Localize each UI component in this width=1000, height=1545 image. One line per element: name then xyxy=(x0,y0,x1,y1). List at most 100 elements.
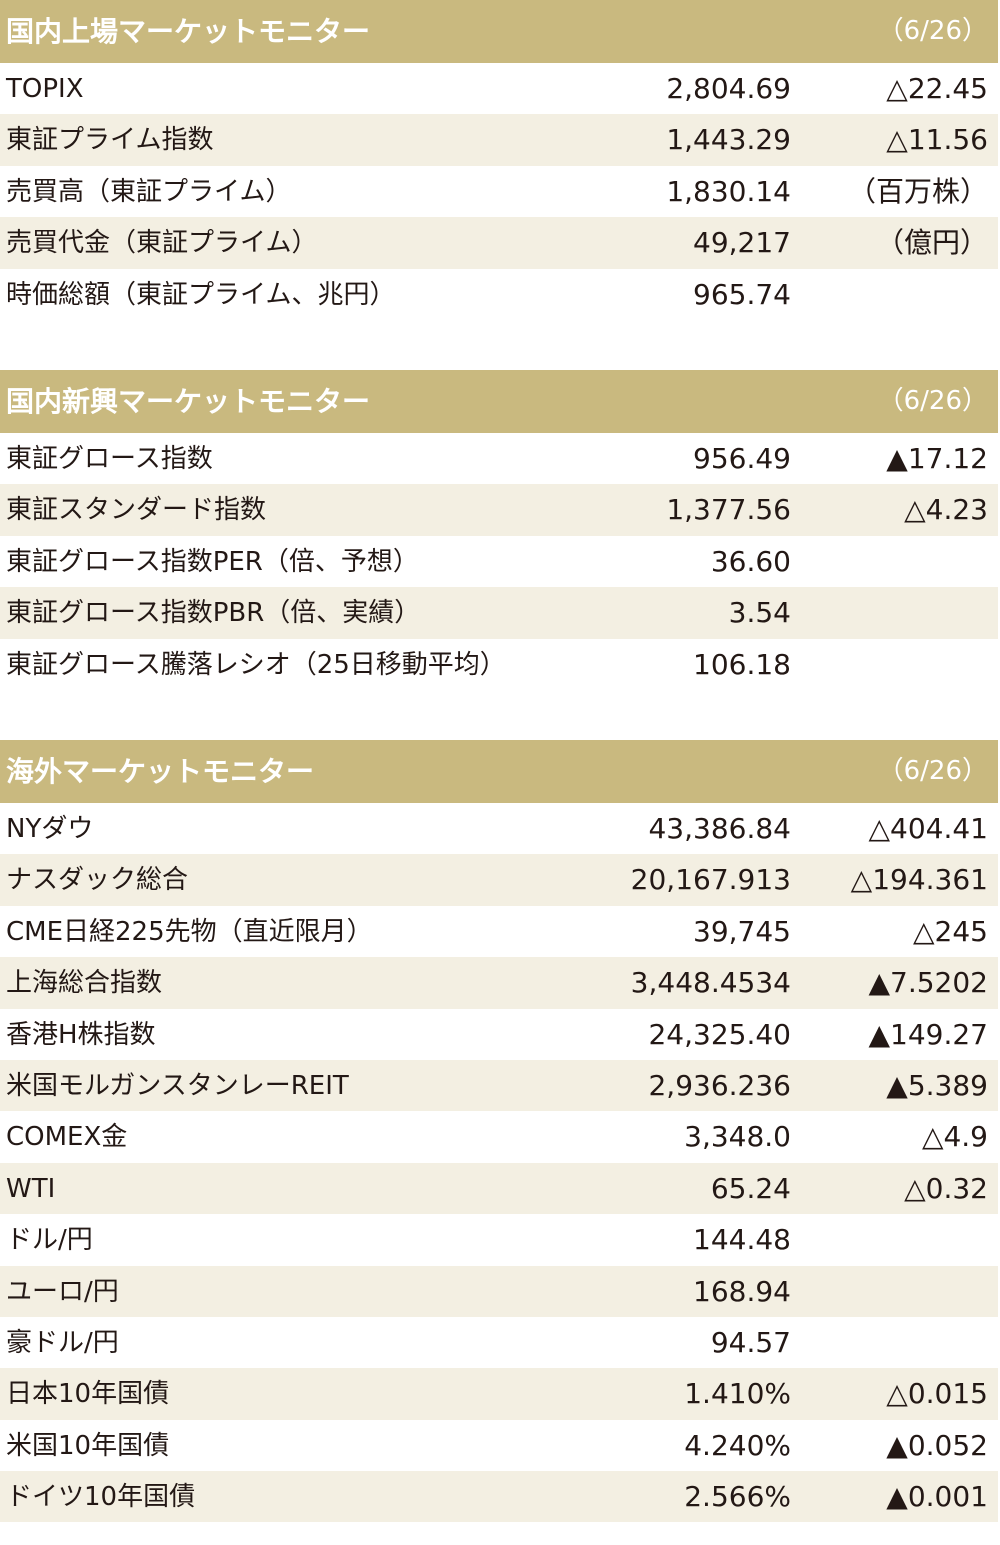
row-change: ▲7.5202 xyxy=(868,966,988,1000)
row-value: 2,936.236 xyxy=(648,1068,791,1102)
row-value: 956.49 xyxy=(693,442,791,475)
row-label: 東証グロース騰落レシオ（25日移動平均） xyxy=(6,649,506,680)
row-label: 東証グロース指数PBR（倍、実績） xyxy=(6,598,421,629)
row-change: ▲5.389 xyxy=(886,1068,988,1102)
row-label: WTI xyxy=(6,1173,56,1204)
table-row: ユーロ/円 168.94 xyxy=(0,1265,998,1317)
section-header: 国内新興マーケットモニター （6/26） xyxy=(0,370,998,433)
row-value: 3,348.0 xyxy=(684,1120,791,1154)
table-row: 売買代金（東証プライム） 49,217 （億円） xyxy=(0,217,998,269)
row-change: △11.56 xyxy=(886,123,988,157)
row-label: ドル/円 xyxy=(6,1225,93,1256)
row-change: △0.32 xyxy=(904,1171,988,1205)
row-change: ▲149.27 xyxy=(868,1017,988,1051)
table-row: 東証グロース指数PER（倍、予想） 36.60 xyxy=(0,536,998,587)
row-label: TOPIX xyxy=(6,74,84,104)
section-header: 海外マーケットモニター （6/26） xyxy=(0,740,998,803)
table-row: NYダウ 43,386.84 △404.41 xyxy=(0,803,998,854)
row-label: 米国10年国債 xyxy=(6,1430,170,1461)
row-label: 時価総額（東証プライム、兆円） xyxy=(6,279,396,310)
row-value: 1,443.29 xyxy=(666,123,791,157)
row-label: COMEX金 xyxy=(6,1122,128,1153)
row-change: △0.015 xyxy=(886,1377,988,1411)
row-value: 2.566% xyxy=(684,1480,791,1514)
table-row: WTI 65.24 △0.32 xyxy=(0,1162,998,1215)
row-value: 3.54 xyxy=(728,596,791,630)
row-label: 香港H株指数 xyxy=(6,1019,156,1050)
row-label: NYダウ xyxy=(6,814,94,844)
table-row: TOPIX 2,804.69 △22.45 xyxy=(0,63,998,114)
table-row: 上海総合指数 3,448.4534 ▲7.5202 xyxy=(0,957,998,1009)
row-value: 4.240% xyxy=(684,1428,791,1462)
row-value: 49,217 xyxy=(693,226,791,260)
section-date: （6/26） xyxy=(877,386,988,416)
table-row: ドル/円 144.48 xyxy=(0,1214,998,1265)
table-row: 東証プライム指数 1,443.29 △11.56 xyxy=(0,114,998,166)
row-value: 144.48 xyxy=(693,1223,791,1257)
table-row: CME日経225先物（直近限月） 39,745 △245 xyxy=(0,906,998,957)
domestic-market-monitor: 国内上場マーケットモニター （6/26） TOPIX 2,804.69 △22.… xyxy=(0,0,998,320)
row-unit: （億円） xyxy=(875,226,988,260)
row-value: 965.74 xyxy=(693,277,791,311)
row-value: 168.94 xyxy=(693,1274,791,1308)
row-change: ▲0.052 xyxy=(886,1428,988,1462)
row-value: 20,167.913 xyxy=(630,863,791,897)
table-row: 売買高（東証プライム） 1,830.14 （百万株） xyxy=(0,166,998,217)
row-label: CME日経225先物（直近限月） xyxy=(6,916,373,947)
table-row: 米国10年国債 4.240% ▲0.052 xyxy=(0,1420,998,1471)
row-label: 日本10年国債 xyxy=(6,1379,170,1410)
table-row: 東証グロース指数PBR（倍、実績） 3.54 xyxy=(0,587,998,639)
row-value: 2,804.69 xyxy=(666,72,791,105)
row-value: 65.24 xyxy=(710,1171,791,1205)
section-title: 海外マーケットモニター xyxy=(6,755,315,788)
emerging-market-monitor: 国内新興マーケットモニター （6/26） 東証グロース指数 956.49 ▲17… xyxy=(0,370,998,690)
row-label: ナスダック総合 xyxy=(6,865,189,896)
row-value: 36.60 xyxy=(710,544,791,578)
row-change: △22.45 xyxy=(886,72,988,105)
row-value: 1,830.14 xyxy=(666,174,791,208)
table-row: 東証スタンダード指数 1,377.56 △4.23 xyxy=(0,484,998,536)
row-value: 39,745 xyxy=(693,914,791,948)
row-change: △194.361 xyxy=(850,863,988,897)
section-header: 国内上場マーケットモニター （6/26） xyxy=(0,0,998,63)
section-title: 国内上場マーケットモニター xyxy=(6,15,371,48)
row-change: ▲17.12 xyxy=(886,442,988,475)
row-value: 94.57 xyxy=(710,1325,791,1359)
table-row: 東証グロース騰落レシオ（25日移動平均） 106.18 xyxy=(0,639,998,690)
row-change: △245 xyxy=(913,914,988,948)
row-change: ▲0.001 xyxy=(886,1480,988,1514)
table-row: 香港H株指数 24,325.40 ▲149.27 xyxy=(0,1009,998,1060)
row-change: △4.23 xyxy=(904,493,988,527)
row-value: 106.18 xyxy=(693,647,791,681)
section-date: （6/26） xyxy=(877,16,988,46)
row-unit: （百万株） xyxy=(847,174,988,208)
section-title: 国内新興マーケットモニター xyxy=(6,385,371,418)
row-label: 東証グロース指数 xyxy=(6,444,213,474)
row-value: 1,377.56 xyxy=(666,493,791,527)
row-value: 1.410% xyxy=(684,1377,791,1411)
table-row: 東証グロース指数 956.49 ▲17.12 xyxy=(0,433,998,484)
row-label: ユーロ/円 xyxy=(6,1276,119,1307)
row-label: 米国モルガンスタンレーREIT xyxy=(6,1070,349,1101)
row-value: 3,448.4534 xyxy=(630,966,791,1000)
row-label: 売買高（東証プライム） xyxy=(6,176,292,207)
table-row: 時価総額（東証プライム、兆円） 965.74 xyxy=(0,269,998,320)
row-value: 24,325.40 xyxy=(648,1017,791,1051)
section-date: （6/26） xyxy=(877,756,988,786)
row-label: 売買代金（東証プライム） xyxy=(6,228,318,259)
overseas-market-monitor: 海外マーケットモニター （6/26） NYダウ 43,386.84 △404.4… xyxy=(0,740,998,1523)
row-label: 豪ドル/円 xyxy=(6,1327,119,1358)
table-row: ナスダック総合 20,167.913 △194.361 xyxy=(0,854,998,906)
table-row: 米国モルガンスタンレーREIT 2,936.236 ▲5.389 xyxy=(0,1059,998,1112)
row-label: 上海総合指数 xyxy=(6,968,163,999)
table-row: COMEX金 3,348.0 △4.9 xyxy=(0,1111,998,1162)
row-label: 東証スタンダード指数 xyxy=(6,495,267,526)
row-label: 東証プライム指数 xyxy=(6,125,214,156)
row-label: ドイツ10年国債 xyxy=(6,1482,196,1513)
row-change: △404.41 xyxy=(868,812,988,845)
table-row: 日本10年国債 1.410% △0.015 xyxy=(0,1368,998,1420)
row-value: 43,386.84 xyxy=(648,812,791,845)
row-change: △4.9 xyxy=(921,1120,988,1154)
row-label: 東証グロース指数PER（倍、予想） xyxy=(6,546,419,577)
table-row: 豪ドル/円 94.57 xyxy=(0,1317,998,1368)
